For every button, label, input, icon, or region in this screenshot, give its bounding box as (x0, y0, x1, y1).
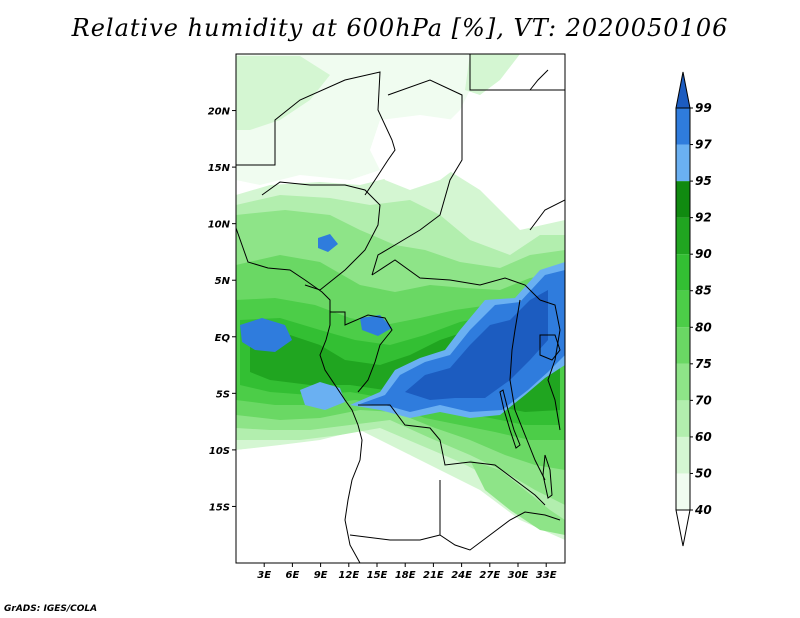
humidity-core-97 (360, 270, 565, 412)
colorbar-segment (676, 473, 690, 510)
lon-tick-label: 21E (423, 570, 444, 581)
grads-credit: GrADS: IGES/COLA (4, 604, 98, 614)
lon-tick-label: 12E (338, 570, 359, 581)
colorbar-segment (676, 217, 690, 255)
colorbar: 40 50 60 70 75 80 85 90 92 95 97 99 (675, 71, 712, 547)
lat-tick-label: EQ (215, 333, 231, 344)
lake-malawi (542, 454, 553, 499)
colorbar-segment (676, 363, 690, 401)
humidity-band-north-inner (236, 56, 330, 130)
lake-tanganyika (499, 389, 521, 449)
lon-tick-label: 15E (367, 570, 388, 581)
lat-tick-label: 5S (216, 389, 230, 400)
colorbar-segment (676, 290, 690, 328)
border-drc-east (509, 299, 546, 481)
border-car (371, 259, 541, 301)
border-angola (439, 480, 561, 551)
humidity-patch-west-3 (360, 315, 392, 336)
colorbar-level-label: 97 (695, 138, 712, 152)
colorbar-under-triangle (675, 509, 691, 547)
map-plot-area (236, 54, 565, 563)
border-sudan-east (469, 54, 565, 91)
country-borders (236, 54, 565, 563)
colorbar-segment (676, 254, 690, 291)
dry-region-southwest (236, 440, 565, 563)
colorbar-level-label: 85 (695, 284, 712, 298)
colorbar-outline (675, 107, 691, 511)
colorbar-level-label: 50 (695, 466, 712, 480)
border-sahara (236, 71, 396, 196)
colorbar-level-label: 40 (694, 503, 712, 517)
lake-victoria (539, 334, 561, 361)
lon-tick-label: 27E (479, 570, 500, 581)
lat-tick-label: 15S (209, 502, 230, 513)
border-ne (529, 199, 565, 231)
lon-tick-label: 33E (536, 570, 557, 581)
lon-tick-label: 18E (395, 570, 416, 581)
colorbar-level-label: 95 (695, 174, 712, 188)
map-frame (235, 53, 566, 564)
dry-region-north (370, 115, 470, 190)
lon-tick-label: 3E (257, 570, 271, 581)
border-chad (371, 79, 463, 276)
colorbar-level-label: 70 (695, 393, 712, 407)
humidity-core-99 (405, 290, 548, 400)
humidity-patch-north-blue (318, 234, 338, 252)
humidity-patch-west-2 (300, 382, 345, 410)
humidity-tail-south (470, 460, 565, 535)
colorbar-level-label: 60 (695, 430, 712, 444)
colorbar-segment (676, 327, 690, 364)
lon-tick-label: 30E (508, 570, 529, 581)
colorbar-level-label: 75 (695, 357, 712, 371)
border-nigeria (261, 181, 381, 291)
map-title: Relative humidity at 600hPa [%], VT: 202… (71, 14, 729, 42)
axis-ticks: 20N 15N 10N 5N EQ 5S 10S 15S 3E 6E 9E 12E 15E 18E 21E 2… (208, 107, 557, 581)
colorbar-segment (676, 144, 690, 182)
border-zambia-south (349, 534, 441, 541)
lon-tick-label: 6E (286, 570, 300, 581)
colorbar-level-label: 80 (695, 320, 712, 334)
lat-tick-label: 10S (209, 446, 230, 457)
colorbar-segment (676, 108, 690, 145)
colorbar-over-triangle (675, 71, 691, 109)
lon-tick-label: 24E (451, 570, 472, 581)
colorbar-level-label: 99 (695, 101, 712, 115)
colorbar-level-label: 92 (695, 211, 712, 225)
lat-tick-label: 5N (215, 276, 231, 287)
border-congo (330, 311, 393, 393)
border-drc-south (358, 404, 546, 506)
lat-tick-label: 10N (208, 220, 231, 231)
colorbar-level-label: 90 (695, 247, 712, 261)
coastline-west (236, 227, 363, 563)
colorbar-segment (676, 436, 690, 474)
lat-tick-label: 20N (208, 107, 231, 118)
humidity-patch-ne (465, 54, 520, 95)
lat-tick-label: 15N (208, 163, 231, 174)
border-east-africa (539, 299, 561, 431)
colorbar-segment (676, 400, 690, 437)
lon-tick-label: 9E (314, 570, 328, 581)
humidity-patch-west-1 (240, 318, 292, 352)
colorbar-segment (676, 181, 690, 218)
coast-red-sea (529, 69, 549, 91)
